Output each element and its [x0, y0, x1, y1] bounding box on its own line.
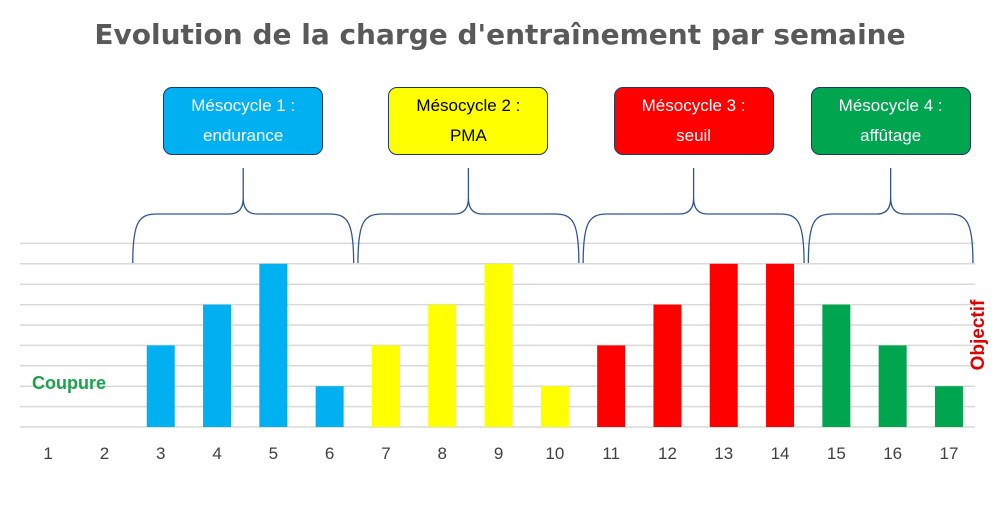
- x-tick-label: 6: [325, 444, 334, 463]
- mesocycle-1-box: Mésocycle 1 : endurance: [163, 87, 324, 155]
- bar-week-10: [540, 386, 569, 427]
- mesocycle-3-type: seuil: [676, 126, 712, 145]
- mesocycle-1-type: endurance: [203, 126, 284, 145]
- mesocycle-3-brace: [582, 168, 805, 264]
- x-tick-label: 1: [43, 444, 52, 463]
- x-tick-label: 3: [156, 444, 165, 463]
- mesocycle-2-label: Mésocycle 2 :: [416, 96, 521, 115]
- chart-title: Evolution de la charge d'entraînement pa…: [94, 18, 906, 51]
- bar-week-14: [766, 263, 795, 427]
- bar-week-17: [934, 386, 963, 427]
- x-tick-label: 5: [269, 444, 278, 463]
- mesocycle-4-box: Mésocycle 4 : affûtage: [810, 87, 971, 155]
- mesocycle-4-brace: [807, 168, 974, 264]
- x-tick-label: 8: [438, 444, 447, 463]
- x-tick-label: 15: [827, 444, 846, 463]
- mesocycle-2-box: Mésocycle 2 : PMA: [388, 87, 549, 155]
- mesocycle-2-brace: [357, 168, 580, 264]
- x-tick-label: 4: [212, 444, 221, 463]
- bar-week-16: [878, 345, 907, 427]
- x-tick-label: 16: [883, 444, 902, 463]
- bar-week-8: [428, 304, 457, 427]
- bar-week-9: [484, 263, 513, 427]
- bar-week-5: [259, 263, 288, 427]
- bar-week-4: [203, 304, 232, 427]
- x-tick-label: 7: [381, 444, 390, 463]
- bar-week-7: [371, 345, 400, 427]
- mesocycle-1-label: Mésocycle 1 :: [191, 96, 296, 115]
- bar-week-11: [597, 345, 626, 427]
- x-tick-label: 2: [100, 444, 109, 463]
- mesocycle-3-label: Mésocycle 3 :: [641, 96, 746, 115]
- x-tick-label: 11: [602, 444, 620, 463]
- x-tick-label: 17: [939, 444, 958, 463]
- mesocycle-4-label: Mésocycle 4 :: [838, 96, 943, 115]
- bar-week-15: [822, 304, 851, 427]
- objectif-annotation: Objectif: [968, 299, 989, 371]
- bar-week-12: [653, 304, 682, 427]
- mesocycle-3-box: Mésocycle 3 : seuil: [613, 87, 774, 155]
- mesocycle-2-type: PMA: [449, 126, 487, 145]
- bar-week-6: [315, 386, 344, 427]
- x-tick-label: 10: [545, 444, 564, 463]
- coupure-annotation: Coupure: [32, 373, 106, 393]
- mesocycle-4-type: affûtage: [860, 126, 922, 145]
- mesocycle-1-brace: [132, 168, 355, 264]
- bar-week-13: [709, 263, 738, 427]
- bar-week-3: [146, 345, 175, 427]
- x-tick-label: 14: [771, 444, 790, 463]
- x-tick-label: 13: [714, 444, 733, 463]
- x-tick-label: 9: [494, 444, 503, 463]
- x-tick-label: 12: [658, 444, 677, 463]
